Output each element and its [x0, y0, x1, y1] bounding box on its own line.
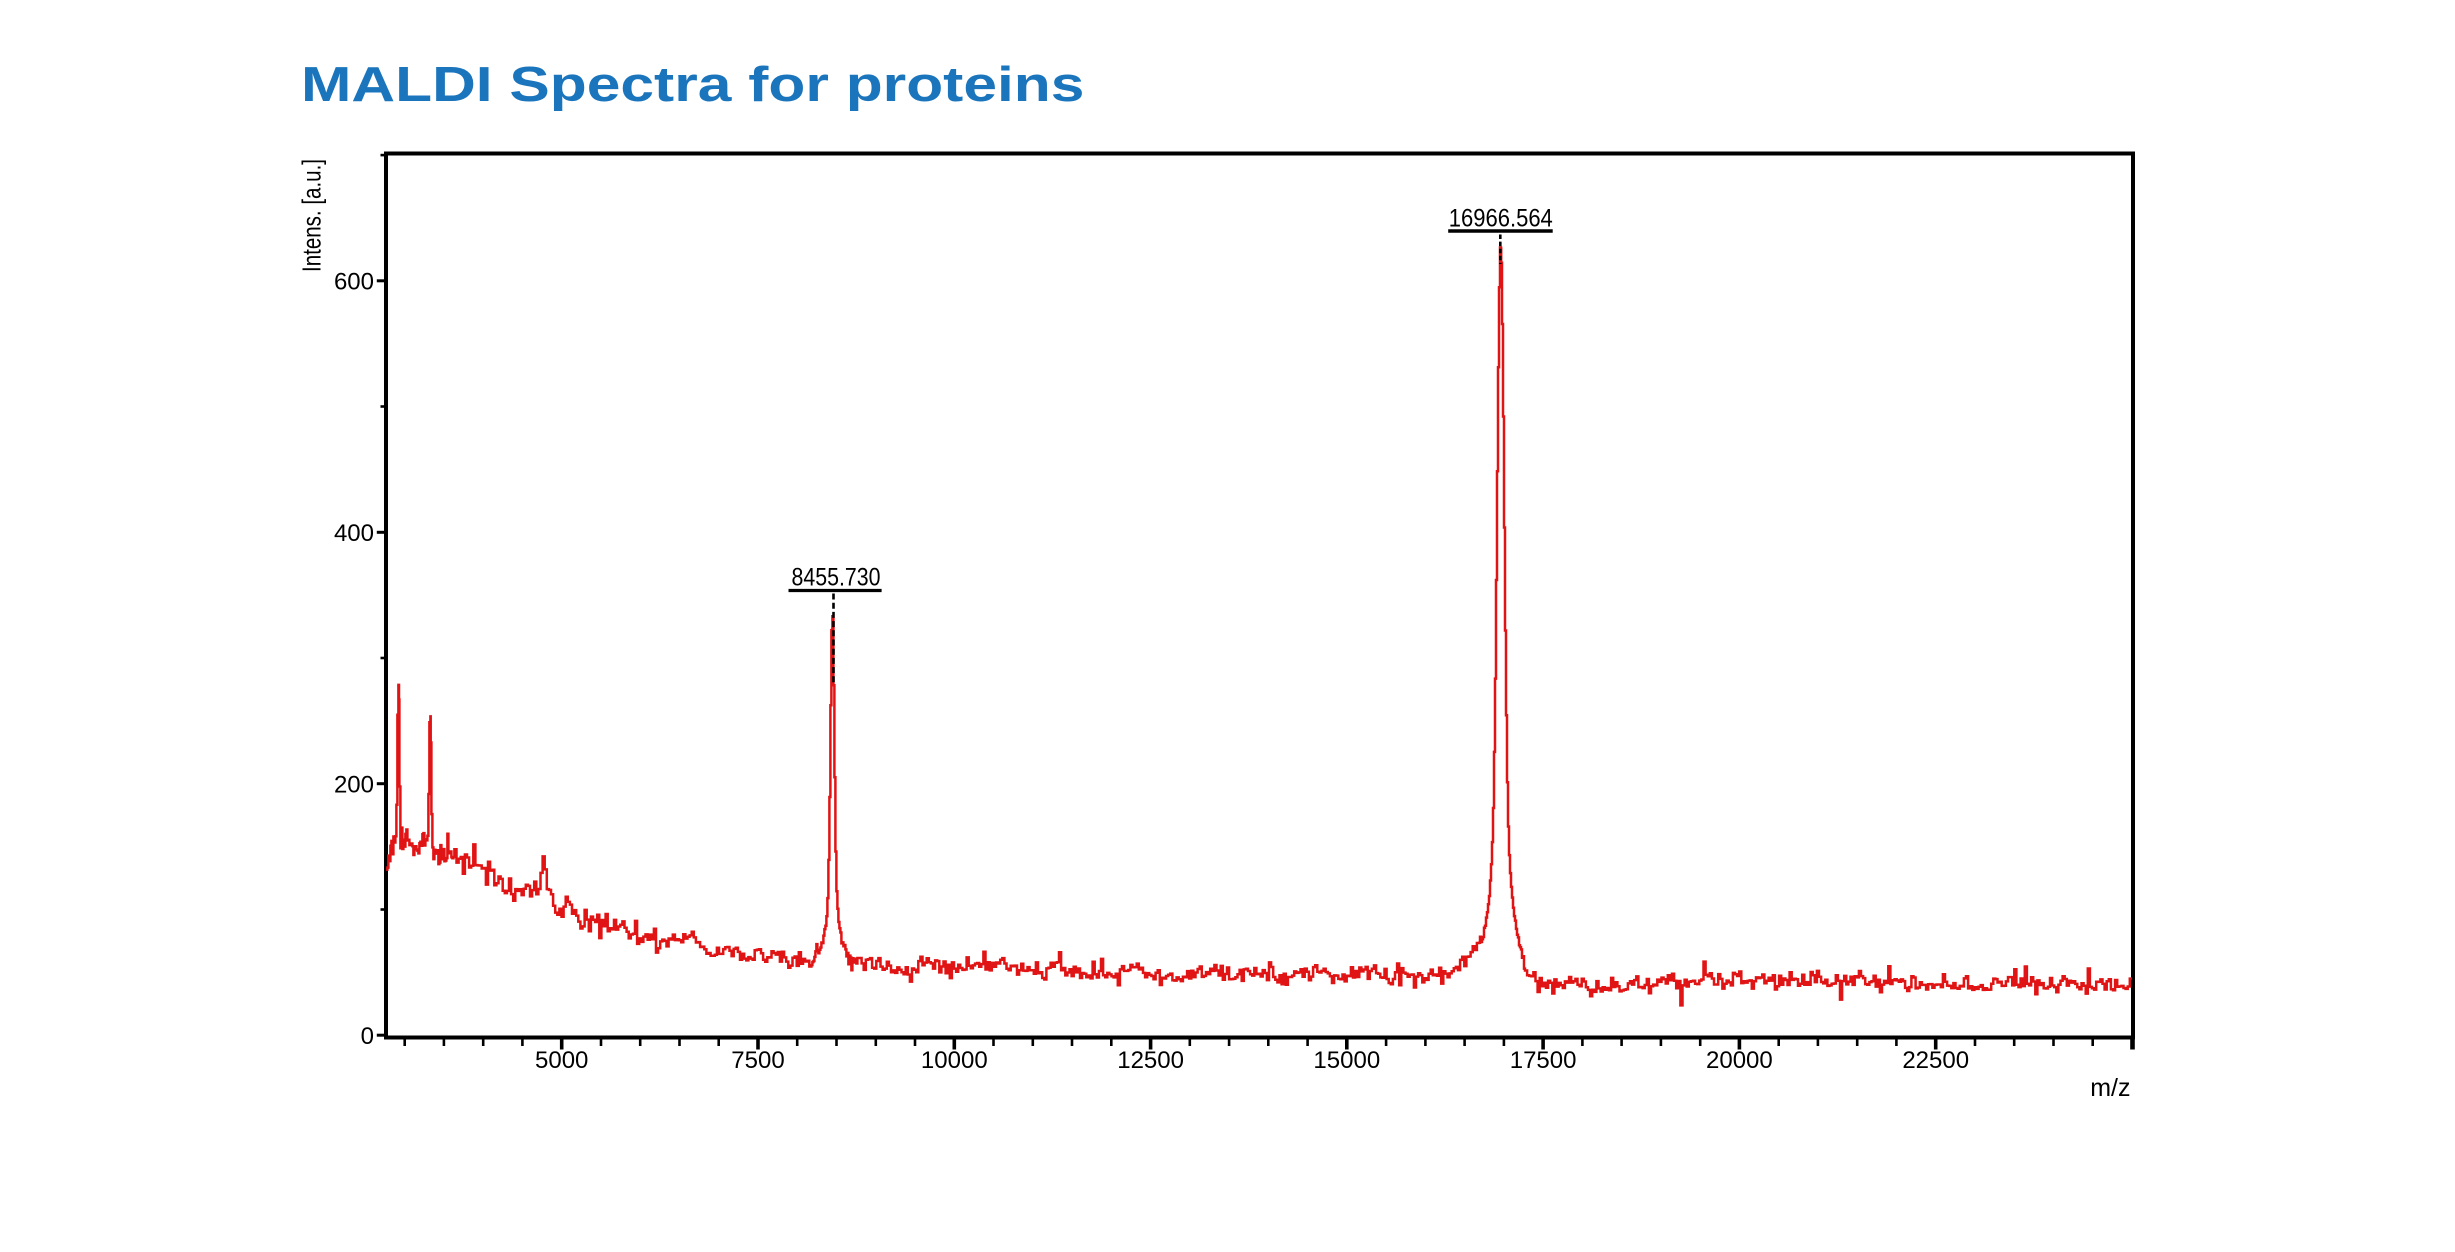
svg-text:m/z: m/z [2090, 1074, 2130, 1102]
svg-text:8455.730: 8455.730 [792, 564, 881, 592]
svg-text:20000: 20000 [1706, 1047, 1773, 1074]
svg-text:22500: 22500 [1902, 1047, 1969, 1074]
svg-text:12500: 12500 [1117, 1047, 1184, 1074]
svg-text:15000: 15000 [1313, 1047, 1380, 1074]
svg-text:17500: 17500 [1510, 1047, 1577, 1074]
svg-text:200: 200 [334, 771, 374, 798]
svg-text:600: 600 [334, 268, 374, 295]
svg-text:Intens. [a.u.]: Intens. [a.u.] [297, 159, 327, 272]
svg-text:400: 400 [334, 520, 374, 547]
svg-text:16966.564: 16966.564 [1449, 205, 1553, 233]
svg-text:7500: 7500 [731, 1047, 784, 1074]
svg-text:5000: 5000 [535, 1047, 588, 1074]
svg-text:0: 0 [361, 1023, 374, 1050]
svg-text:10000: 10000 [921, 1047, 988, 1074]
